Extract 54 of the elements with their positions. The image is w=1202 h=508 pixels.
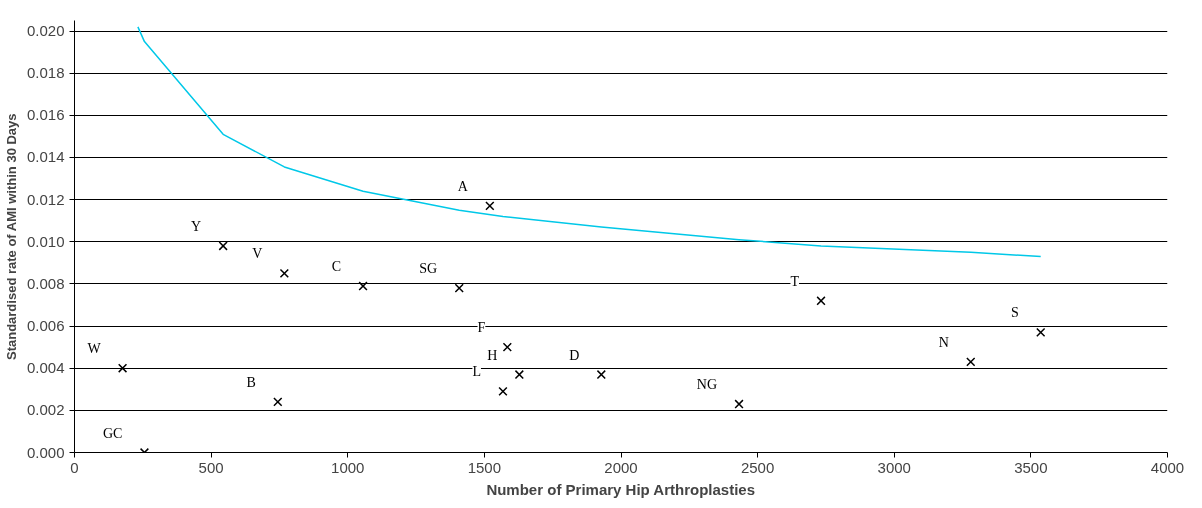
point <box>218 241 228 251</box>
y-tick-label: 0.012 <box>26 190 65 208</box>
data-label: W <box>87 341 102 357</box>
x-tick-label: 2500 <box>740 458 775 476</box>
y-tick-label: 0.002 <box>26 401 65 419</box>
x-tick-label: 1500 <box>467 458 502 476</box>
data-label: A <box>457 178 469 194</box>
y-tick-label: 0.014 <box>26 148 65 166</box>
x-tick-label: 500 <box>198 458 224 476</box>
point <box>1036 327 1046 338</box>
x-tick-label: 3000 <box>877 458 911 476</box>
line-series <box>137 26 1042 258</box>
data-label: F <box>477 320 486 336</box>
x-axis-title: Number of Primary Hip Arthroplasties <box>486 480 756 498</box>
point <box>596 369 606 380</box>
point <box>816 296 826 306</box>
point <box>117 363 128 373</box>
data-label: GC <box>103 425 123 441</box>
data-label: V <box>252 246 263 262</box>
y-tick-label: 0.010 <box>26 232 65 250</box>
x-tick-label: 3500 <box>1014 458 1048 476</box>
y-tick-label: 0.006 <box>26 317 65 335</box>
y-axis-title: Standardised rate of AMI within 30 Days <box>3 113 19 361</box>
data-label: Y <box>191 218 202 234</box>
point <box>966 357 976 367</box>
point <box>734 399 744 409</box>
x-tick-label: 0 <box>70 458 79 476</box>
y-tick-label: 0.000 <box>26 443 65 461</box>
point <box>358 281 368 291</box>
data-label: C <box>331 259 342 275</box>
y-tick-label: 0.020 <box>26 22 65 40</box>
y-tick-label: 0.008 <box>26 274 65 292</box>
point <box>498 386 508 397</box>
y-tick-label: 0.004 <box>26 359 65 377</box>
x-tick-label: 1000 <box>331 458 365 476</box>
point <box>273 397 283 407</box>
point <box>502 342 512 352</box>
data-label: H <box>487 347 498 363</box>
data-label: L <box>472 364 481 380</box>
data-label: B <box>246 374 256 390</box>
point <box>454 283 464 293</box>
y-tick-label: 0.018 <box>26 64 65 82</box>
data-label: SG <box>419 261 438 277</box>
data-label: NG <box>696 377 718 393</box>
point <box>485 201 495 211</box>
point <box>279 268 289 279</box>
data-label: D <box>569 347 580 363</box>
x-tick-label: 2000 <box>604 458 638 476</box>
data-label: T <box>790 273 800 289</box>
y-tick-label: 0.016 <box>26 106 65 124</box>
data-label: S <box>1010 305 1019 321</box>
point <box>514 369 524 380</box>
data-label: N <box>938 334 949 350</box>
x-tick-label: 4000 <box>1150 458 1185 476</box>
